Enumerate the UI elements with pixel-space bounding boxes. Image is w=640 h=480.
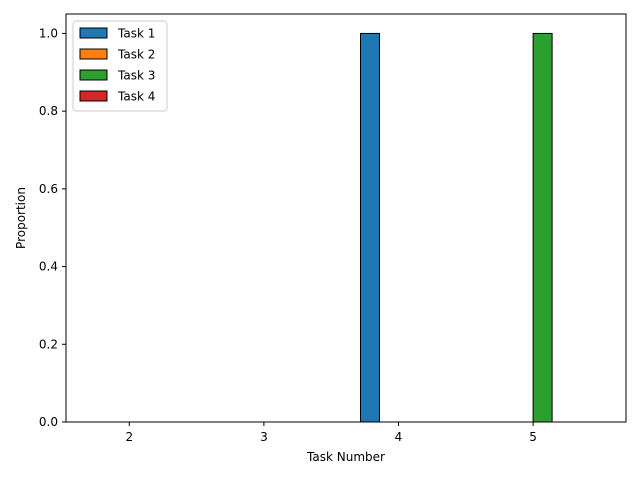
y-tick-label: 0.0 bbox=[39, 415, 58, 429]
x-tick-label: 5 bbox=[529, 430, 537, 444]
x-tick-label: 2 bbox=[125, 430, 133, 444]
bar-task-1-cat-4 bbox=[360, 32, 380, 423]
y-tick-label: 0.2 bbox=[39, 337, 58, 351]
y-axis-label: Proportion bbox=[14, 187, 28, 249]
legend-label: Task 1 bbox=[117, 27, 155, 41]
plot-frame bbox=[65, 13, 627, 423]
legend-swatch bbox=[79, 48, 108, 60]
y-axis: 0.0 0.2 0.4 0.6 0.8 1.0 bbox=[39, 26, 66, 429]
y-tick-label: 0.4 bbox=[39, 260, 58, 274]
y-tick-label: 1.0 bbox=[39, 26, 58, 40]
x-tick-label: 3 bbox=[260, 430, 268, 444]
legend-label: Task 4 bbox=[117, 90, 155, 104]
x-axis-label: Task Number bbox=[306, 450, 385, 464]
legend-swatch bbox=[79, 69, 108, 81]
legend-swatch bbox=[79, 90, 108, 102]
legend-box bbox=[72, 20, 168, 112]
legend-swatch bbox=[79, 27, 108, 39]
bar-task-3-cat-5 bbox=[532, 32, 553, 423]
y-tick-label: 0.8 bbox=[39, 104, 58, 118]
y-tick-label: 0.6 bbox=[39, 182, 58, 196]
x-tick-label: 4 bbox=[395, 430, 403, 444]
legend: Task 1 Task 2 Task 3 Task 4 bbox=[72, 20, 168, 112]
legend-label: Task 2 bbox=[117, 48, 155, 62]
x-axis: 2 3 4 5 bbox=[125, 422, 537, 444]
legend-label: Task 3 bbox=[117, 69, 155, 83]
